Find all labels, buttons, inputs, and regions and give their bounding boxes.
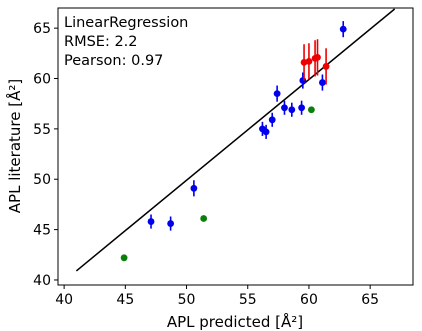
series-1	[300, 39, 330, 85]
x-axis-label: APL predicted [Å²]	[167, 312, 303, 331]
data-point	[288, 106, 296, 114]
data-point	[268, 116, 276, 124]
x-tick-label: 45	[116, 292, 134, 308]
y-tick-label: 40	[33, 273, 51, 289]
annotation-line: LinearRegression	[64, 15, 188, 31]
data-point	[319, 79, 326, 86]
x-tick-label: 50	[178, 292, 196, 308]
data-point	[190, 184, 198, 192]
y-axis-label: APL literature [Å²]	[5, 79, 24, 213]
x-tick-label: 60	[300, 292, 318, 308]
x-tick-label: 40	[55, 292, 73, 308]
series-2	[120, 106, 315, 262]
annotation-line: RMSE: 2.2	[64, 34, 138, 50]
x-tick-label: 65	[361, 292, 379, 308]
y-tick-label: 65	[33, 21, 51, 37]
data-point	[120, 254, 128, 262]
data-point	[305, 57, 313, 65]
annotation-block: LinearRegression RMSE: 2.2 Pearson: 0.97	[64, 15, 188, 69]
data-point	[147, 218, 155, 225]
y-tick-label: 50	[33, 172, 51, 188]
data-point	[200, 215, 208, 222]
data-point	[298, 104, 306, 112]
y-tick-label: 45	[33, 223, 51, 239]
data-point	[262, 128, 270, 136]
axis-ticks: 40 45 50 55 60 65 40 45 50 55 60 65	[33, 21, 379, 308]
annotation-line: Pearson: 0.97	[64, 53, 163, 69]
data-point	[322, 63, 330, 70]
data-point	[299, 77, 307, 84]
plot-marks	[75, 8, 396, 272]
data-point	[281, 104, 288, 112]
data-point	[339, 25, 347, 33]
data-point	[307, 106, 315, 114]
y-tick-label: 55	[33, 122, 51, 138]
reference-line	[75, 8, 396, 272]
data-point	[314, 53, 321, 61]
series-0	[147, 21, 347, 231]
data-point	[167, 220, 175, 227]
x-tick-label: 55	[239, 292, 257, 308]
plot-frame	[57, 7, 414, 286]
data-point	[273, 90, 281, 98]
y-tick-label: 60	[33, 72, 51, 88]
